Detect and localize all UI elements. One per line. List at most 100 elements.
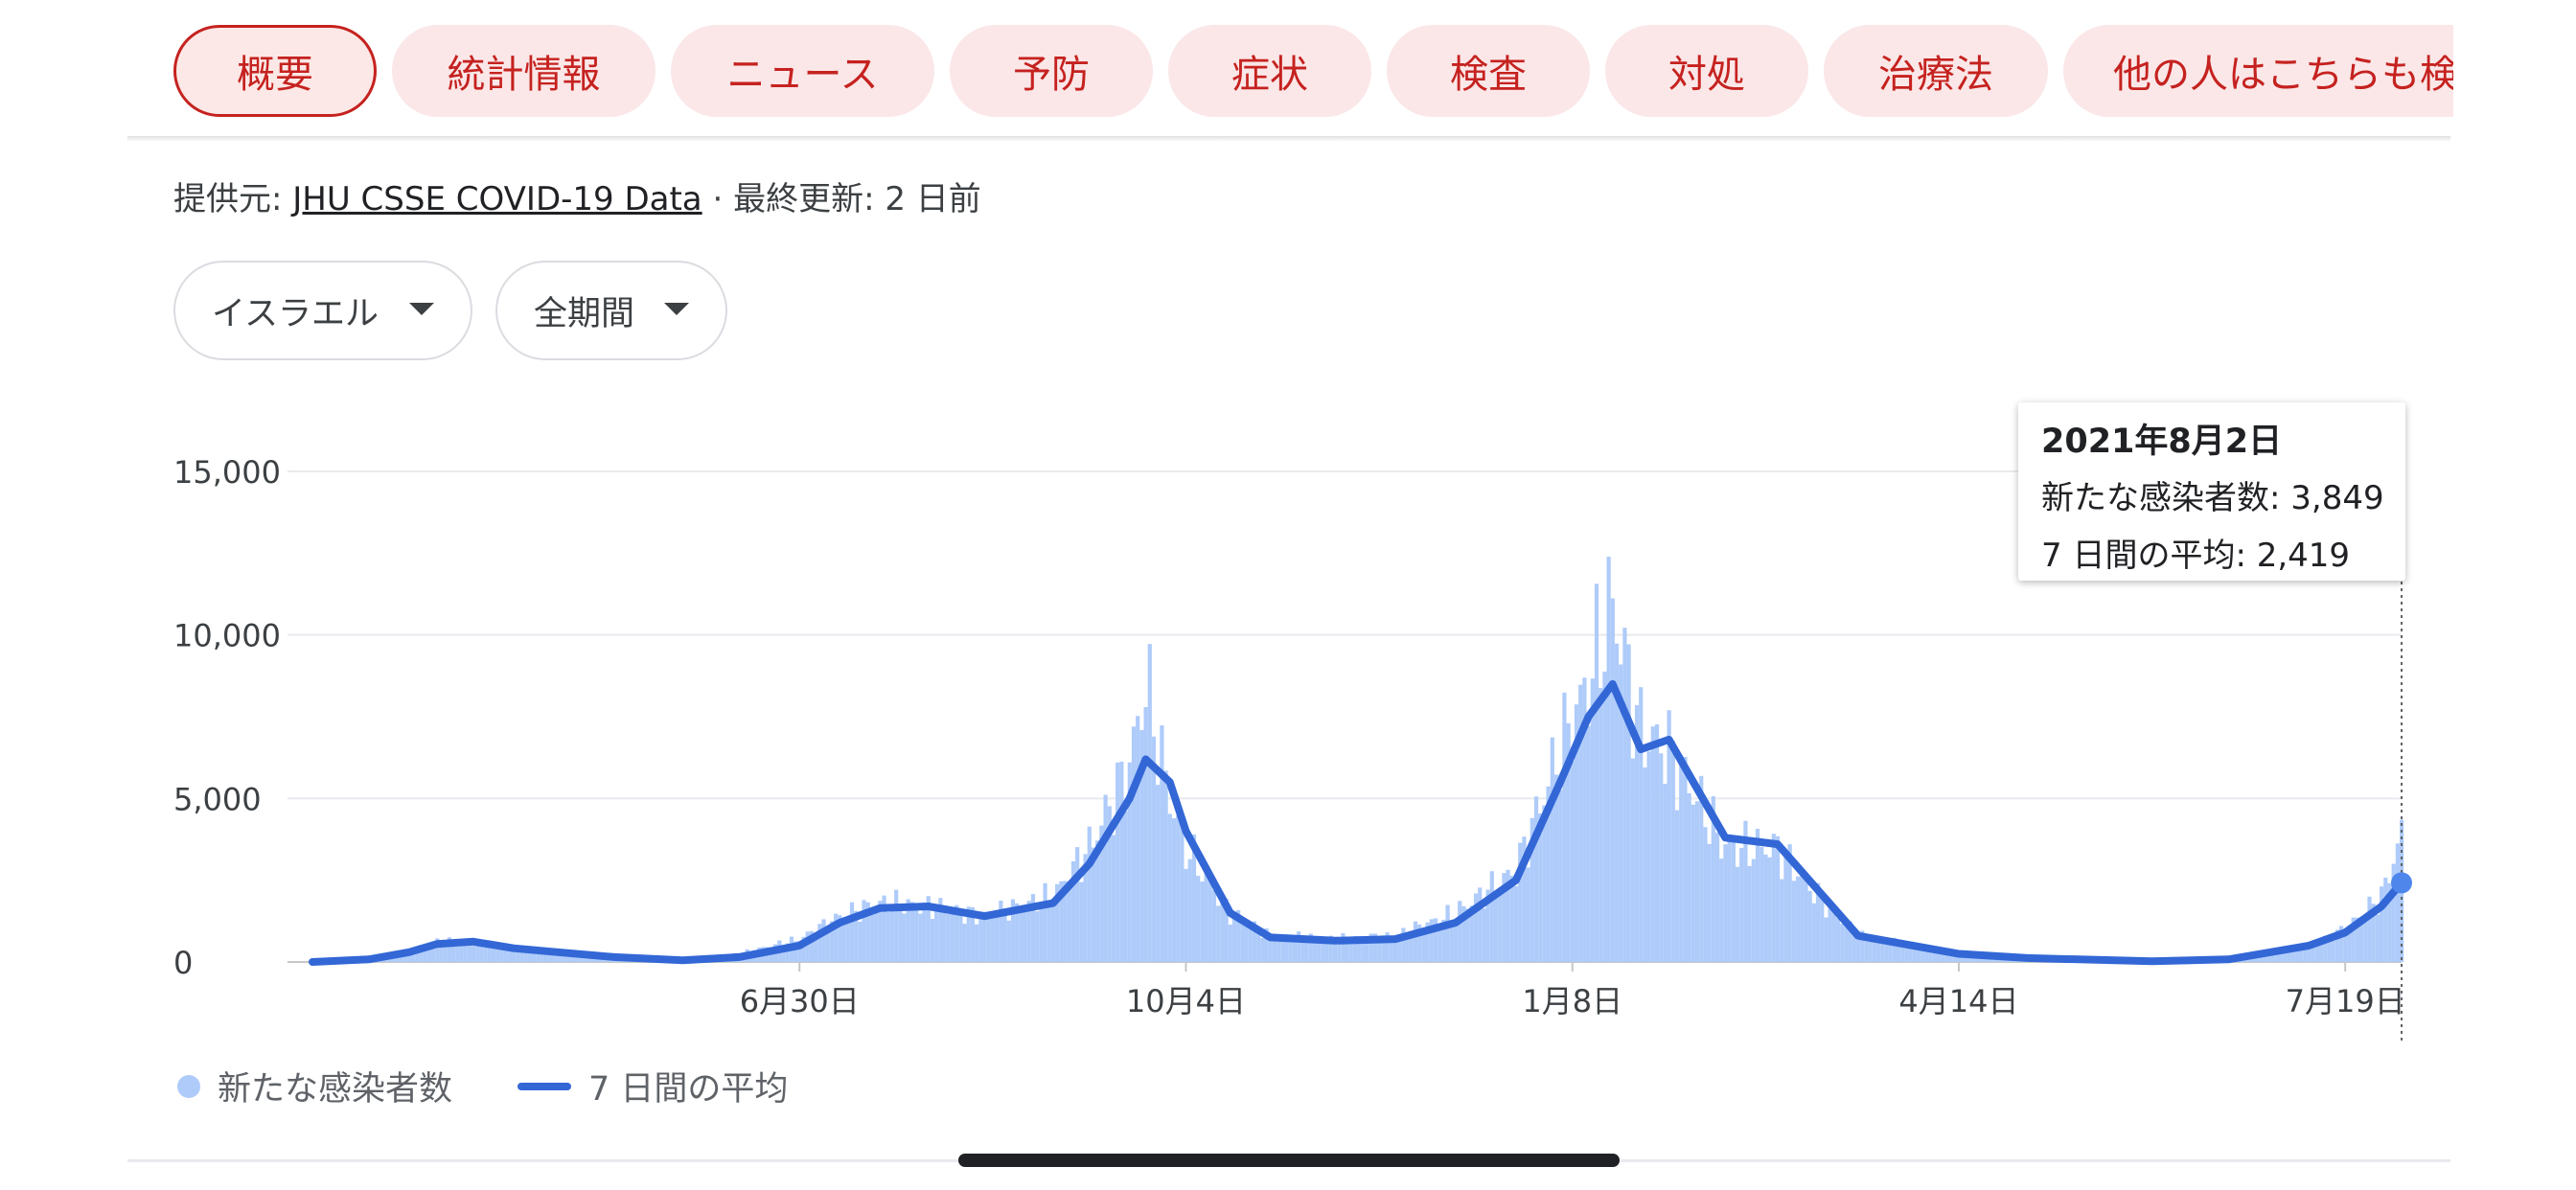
new-cases-bar bbox=[487, 947, 493, 962]
tab-symptoms[interactable]: 症状 bbox=[1168, 25, 1371, 117]
new-cases-bar bbox=[1566, 722, 1571, 962]
legend-new-cases[interactable]: 新たな感染者数 bbox=[177, 1062, 452, 1110]
tab-treatment[interactable]: 治療法 bbox=[1824, 25, 2048, 117]
x-tick-label: 7月19日 bbox=[2286, 983, 2405, 1019]
new-cases-bar bbox=[1518, 842, 1523, 962]
cases-chart[interactable]: 0 5,000 10,000 15,000 6月30日 10月4日 1月8日 4月14日 7月… bbox=[0, 383, 2576, 1054]
new-cases-bar bbox=[1558, 790, 1563, 962]
tab-label: 治療法 bbox=[1878, 53, 1993, 97]
new-cases-bar bbox=[1694, 801, 1700, 962]
tooltip-new-cases: 新たな感染者数: 3,849 bbox=[2041, 479, 2384, 517]
x-tick-label: 4月14日 bbox=[1898, 983, 2018, 1019]
new-cases-bar bbox=[2303, 947, 2308, 962]
dropdown-arrow-icon bbox=[664, 303, 689, 315]
source-prefix: 提供元: bbox=[173, 180, 293, 218]
new-cases-bar bbox=[1236, 909, 1241, 962]
new-cases-bar bbox=[1002, 911, 1007, 962]
new-cases-bar bbox=[1445, 904, 1450, 962]
new-cases-bar bbox=[1835, 918, 1841, 962]
new-cases-bar bbox=[1147, 644, 1152, 962]
new-cases-bar bbox=[2287, 950, 2291, 962]
new-cases-bar bbox=[2371, 904, 2376, 962]
new-cases-bar bbox=[1143, 706, 1148, 962]
tab-overview[interactable]: 概要 bbox=[173, 25, 377, 117]
tooltip-new-cases-value: 3,849 bbox=[2290, 479, 2384, 517]
new-cases-bar bbox=[938, 898, 943, 962]
new-cases-bar bbox=[503, 946, 508, 962]
new-cases-bar bbox=[2283, 950, 2288, 962]
tab-label: 検査 bbox=[1450, 53, 1527, 97]
new-cases-bar bbox=[1904, 941, 1909, 962]
new-cases-bar bbox=[447, 937, 452, 962]
new-cases-bar bbox=[1602, 671, 1607, 962]
new-cases-bar bbox=[600, 959, 605, 962]
new-cases-bar bbox=[1787, 844, 1792, 962]
new-cases-bar bbox=[1341, 932, 1346, 962]
new-cases-bar bbox=[1606, 557, 1611, 962]
new-cases-bar bbox=[975, 924, 979, 962]
new-cases-bar bbox=[395, 954, 400, 962]
new-cases-bar bbox=[483, 947, 488, 962]
new-cases-bar bbox=[1743, 820, 1748, 962]
home-indicator[interactable] bbox=[958, 1154, 1620, 1167]
new-cases-bar bbox=[918, 913, 923, 962]
tab-care[interactable]: 対処 bbox=[1605, 25, 1808, 117]
new-cases-bar bbox=[1208, 878, 1212, 962]
new-cases-bar bbox=[596, 957, 601, 962]
new-cases-bar bbox=[560, 955, 564, 962]
new-cases-bar bbox=[1755, 829, 1760, 962]
tab-news[interactable]: ニュース bbox=[671, 25, 934, 117]
new-cases-bar bbox=[1244, 925, 1249, 962]
new-cases-bar bbox=[978, 915, 983, 962]
new-cases-bar bbox=[1083, 854, 1088, 962]
new-cases-bar bbox=[1840, 924, 1845, 962]
new-cases-bar bbox=[1562, 692, 1567, 962]
new-cases-bar bbox=[1372, 933, 1378, 962]
tab-statistics[interactable]: 統計情報 bbox=[392, 25, 656, 117]
tab-prevention[interactable]: 予防 bbox=[950, 25, 1153, 117]
new-cases-bar bbox=[463, 941, 468, 962]
new-cases-bar bbox=[1139, 730, 1144, 962]
new-cases-bar bbox=[1413, 921, 1418, 962]
new-cases-bar bbox=[1453, 920, 1459, 962]
new-cases-bar bbox=[1760, 846, 1764, 962]
new-cases-bar bbox=[1880, 938, 1885, 962]
new-cases-bar bbox=[922, 903, 927, 962]
new-cases-bar bbox=[930, 919, 935, 962]
new-cases-bar bbox=[1067, 887, 1071, 962]
period-dropdown[interactable]: 全期間 bbox=[495, 261, 727, 360]
new-cases-bar bbox=[1111, 835, 1116, 962]
new-cases-bar bbox=[1478, 887, 1483, 962]
new-cases-bar bbox=[902, 913, 907, 962]
new-cases-bar bbox=[1526, 867, 1530, 962]
new-cases-bar bbox=[1506, 869, 1510, 962]
legend-seven-day-average[interactable]: 7 日間の平均 bbox=[518, 1062, 788, 1110]
new-cases-bar bbox=[1493, 895, 1499, 962]
new-cases-bar bbox=[1397, 934, 1402, 962]
new-cases-bar bbox=[1324, 937, 1329, 962]
new-cases-bar bbox=[1063, 881, 1068, 962]
new-cases-bar bbox=[1433, 918, 1438, 962]
new-cases-bar bbox=[1461, 905, 1466, 962]
tab-testing[interactable]: 検査 bbox=[1387, 25, 1590, 117]
new-cases-bar bbox=[2254, 954, 2259, 962]
region-dropdown[interactable]: イスラエル bbox=[173, 261, 472, 360]
source-link[interactable]: JHU CSSE COVID-19 Data bbox=[292, 180, 702, 218]
new-cases-bar bbox=[909, 902, 915, 962]
new-cases-bar bbox=[1272, 941, 1277, 962]
new-cases-bar bbox=[1485, 889, 1490, 962]
new-cases-bar bbox=[1059, 881, 1064, 962]
new-cases-bar bbox=[1377, 942, 1382, 962]
new-cases-bar bbox=[1916, 948, 1921, 962]
new-cases-bar bbox=[1703, 827, 1708, 962]
new-cases-bar bbox=[1332, 944, 1338, 962]
new-cases-bar bbox=[1357, 936, 1362, 962]
new-cases-bar bbox=[1896, 946, 1901, 962]
new-cases-bar bbox=[1300, 939, 1305, 962]
new-cases-bar bbox=[1204, 869, 1208, 962]
new-cases-bar bbox=[946, 913, 951, 962]
new-cases-bar bbox=[1385, 932, 1390, 962]
new-cases-bar bbox=[954, 904, 959, 962]
new-cases-bar bbox=[1429, 919, 1434, 962]
new-cases-bar bbox=[2278, 949, 2284, 962]
